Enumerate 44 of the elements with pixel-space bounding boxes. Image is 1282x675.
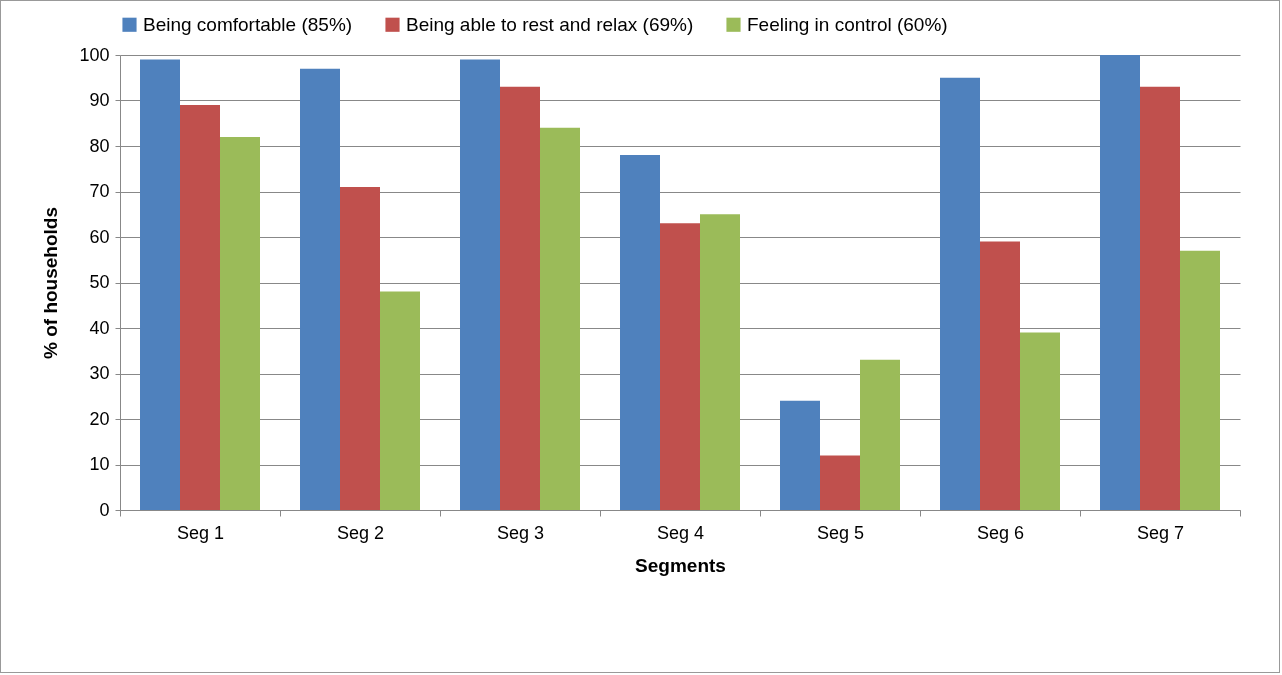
bar bbox=[500, 86, 540, 510]
y-tick-label: 50 bbox=[89, 272, 110, 292]
bar bbox=[220, 136, 260, 510]
bar bbox=[460, 59, 500, 510]
x-tick-label: Seg 4 bbox=[656, 522, 705, 543]
y-tick-label: 40 bbox=[89, 317, 110, 338]
bar bbox=[700, 214, 740, 510]
y-tick-label: 70 bbox=[89, 181, 110, 201]
x-tick-label: Seg 3 bbox=[496, 522, 545, 543]
y-tick-label: 90 bbox=[89, 90, 110, 110]
bar bbox=[780, 400, 820, 510]
legend-label: Feeling in control (60%) bbox=[747, 13, 948, 35]
y-tick-label: 10 bbox=[89, 454, 110, 474]
x-tick-label: Seg 6 bbox=[976, 522, 1025, 543]
bar bbox=[1100, 55, 1140, 510]
bar bbox=[180, 105, 220, 510]
y-tick-label: 20 bbox=[89, 408, 110, 429]
bar bbox=[620, 155, 660, 510]
bar bbox=[380, 291, 420, 510]
bar bbox=[820, 455, 860, 510]
bar bbox=[940, 77, 980, 510]
bar bbox=[1140, 86, 1180, 510]
bar bbox=[980, 241, 1020, 510]
bar bbox=[540, 127, 580, 510]
bar bbox=[1180, 250, 1220, 510]
legend-label: Being able to rest and relax (69%) bbox=[406, 13, 694, 35]
legend-label: Being comfortable (85%) bbox=[143, 13, 353, 35]
bar bbox=[860, 359, 900, 510]
y-tick-label: 100 bbox=[79, 44, 110, 65]
x-tick-label: Seg 2 bbox=[336, 522, 385, 543]
x-axis-title: Segments bbox=[635, 554, 726, 576]
y-tick-label: 30 bbox=[89, 363, 110, 383]
y-tick-label: 60 bbox=[89, 226, 110, 247]
y-tick-label: 0 bbox=[99, 499, 110, 520]
bar bbox=[340, 186, 380, 510]
bar bbox=[140, 59, 180, 510]
x-tick-label: Seg 1 bbox=[176, 522, 225, 543]
bar bbox=[1020, 332, 1060, 510]
y-tick-label: 80 bbox=[89, 135, 110, 156]
y-axis-title: % of households bbox=[40, 207, 62, 359]
x-tick-label: Seg 5 bbox=[816, 522, 865, 543]
x-tick-label: Seg 7 bbox=[1136, 522, 1185, 543]
bar bbox=[660, 223, 700, 510]
bar bbox=[300, 68, 340, 510]
